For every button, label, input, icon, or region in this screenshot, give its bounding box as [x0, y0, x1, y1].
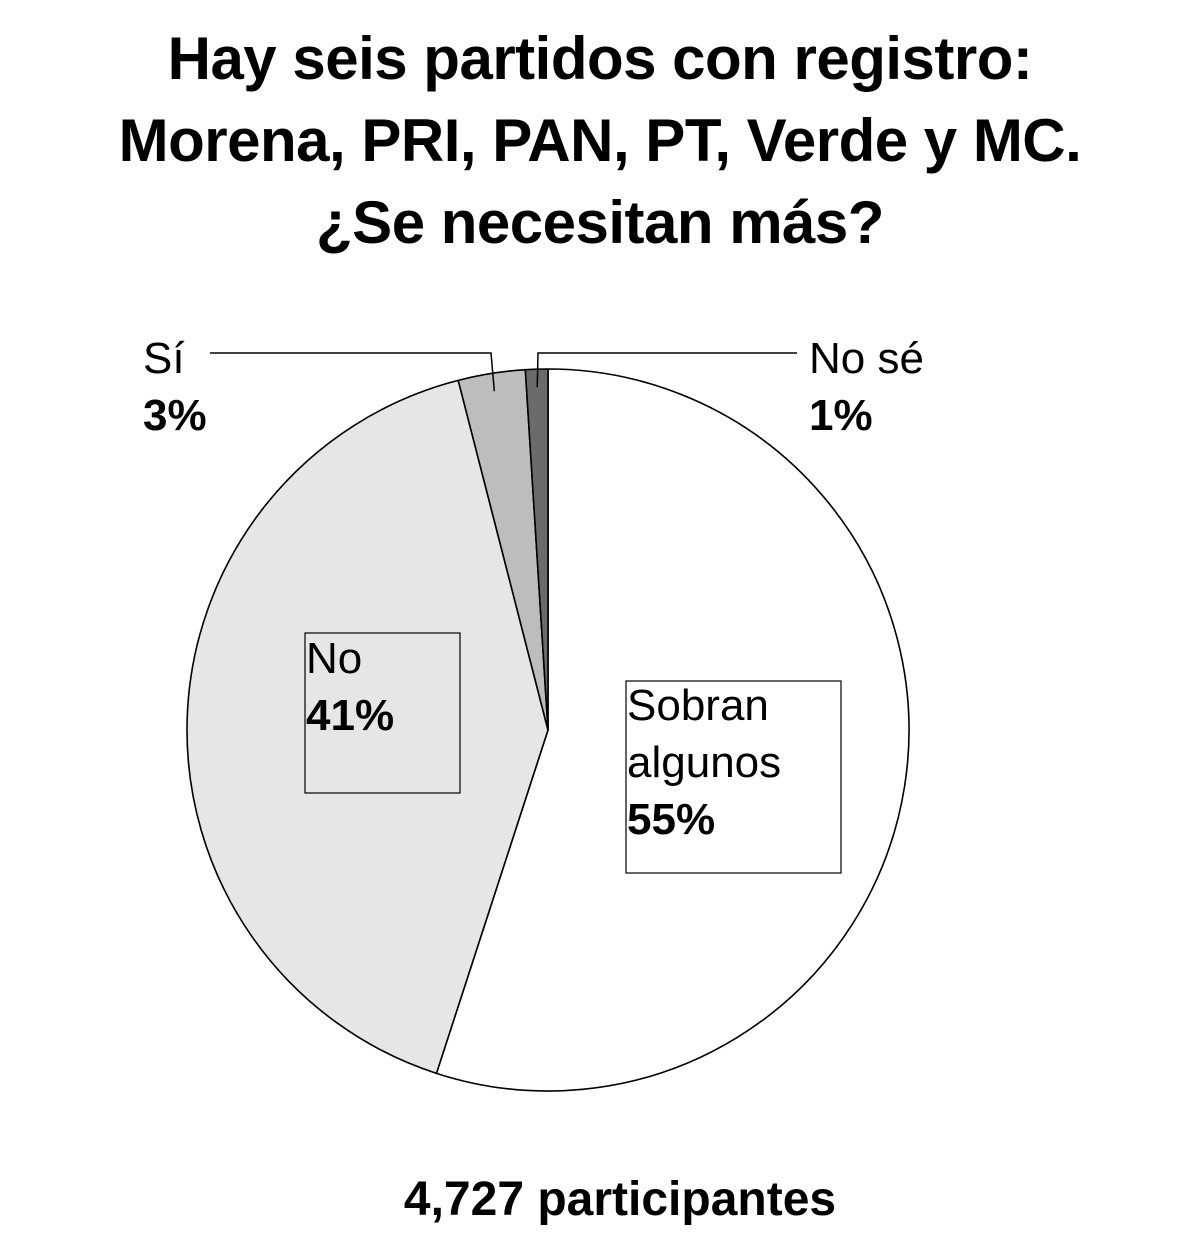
slice-label-no: No 41% [306, 634, 394, 740]
slice-name-sobran-algunos-1: Sobran [627, 681, 769, 730]
slice-value-si: 3% [143, 391, 207, 440]
chart-title-line-2: Morena, PRI, PAN, PT, Verde y MC. [118, 107, 1082, 174]
leader-line-no-se [536, 352, 797, 388]
slice-label-box-no [304, 632, 461, 794]
slice-label-sobran-algunos: Sobran algunos 55% [627, 681, 781, 844]
chart-title-line-3: ¿Se necesitan más? [316, 189, 884, 256]
slice-value-no: 41% [306, 691, 394, 740]
chart-title: Hay seis partidos con registro: Morena, … [0, 18, 1200, 264]
chart-title-line-1: Hay seis partidos con registro: [167, 25, 1033, 92]
pie-slice-no-se [524, 368, 549, 731]
slice-value-no-se: 1% [809, 391, 873, 440]
slice-name-no: No [306, 634, 362, 683]
slice-label-si: Sí 3% [143, 334, 207, 440]
pie-labels: Sobran algunos 55% No 41% Sí 3% No sé 1% [143, 334, 924, 874]
slice-name-no-se: No sé [809, 334, 924, 383]
pie-slices [186, 368, 910, 1092]
slice-label-no-se: No sé 1% [809, 334, 924, 440]
slice-value-sobran-algunos: 55% [627, 795, 715, 844]
leader-line-si [210, 352, 496, 392]
slice-label-box-sobran-algunos [625, 680, 842, 874]
pie-slice-sobran-algunos [435, 368, 910, 1092]
pie-slice-no [186, 379, 549, 1075]
slice-name-si: Sí [143, 334, 185, 383]
participants-count: 4,727 participantes [403, 1173, 837, 1226]
slice-name-sobran-algunos-2: algunos [627, 738, 781, 787]
